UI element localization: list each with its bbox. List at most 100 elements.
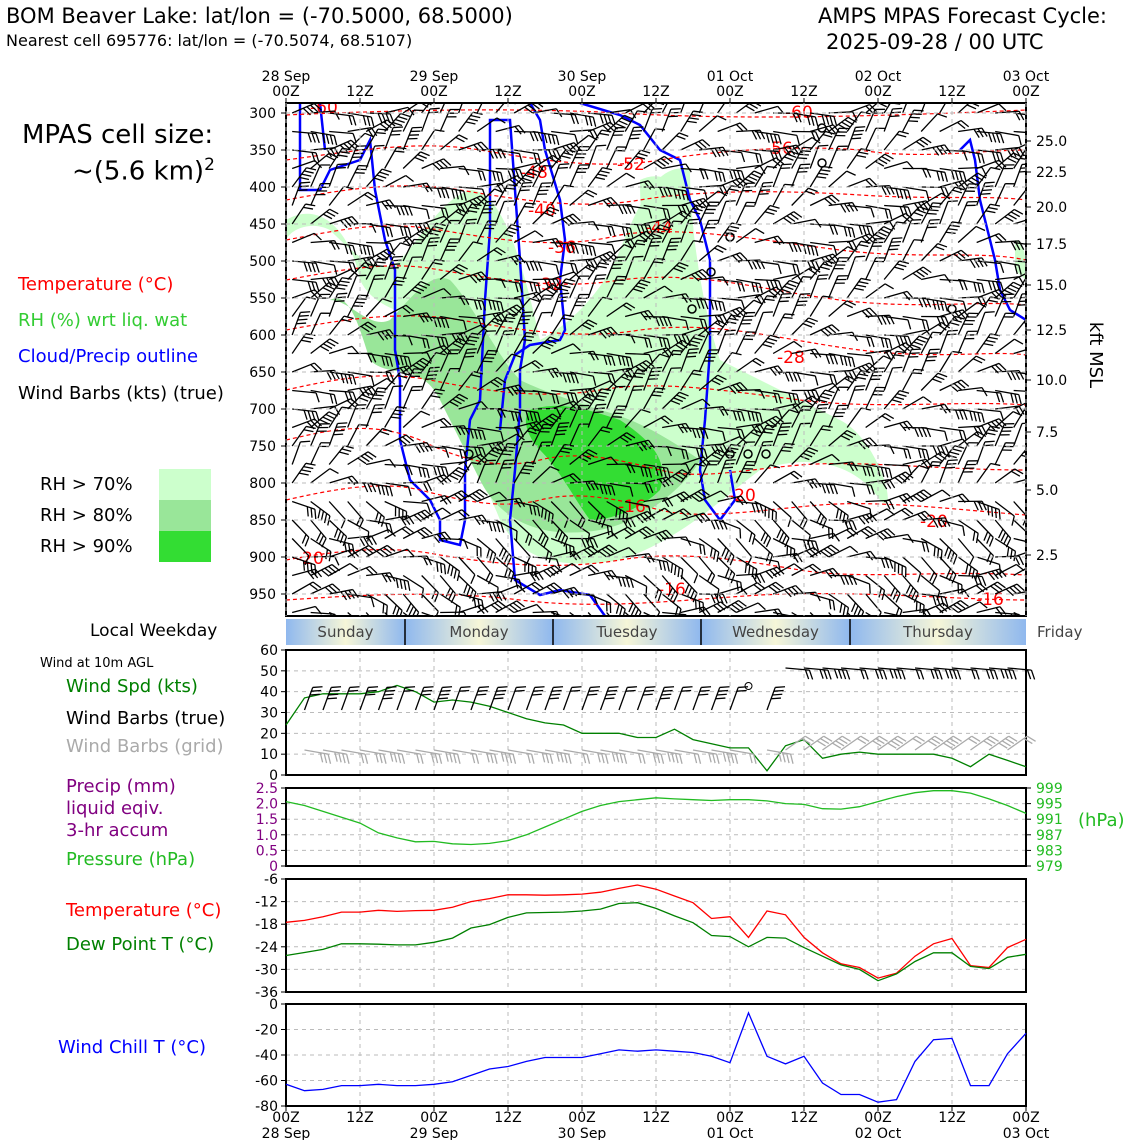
wind-barb bbox=[477, 426, 504, 442]
wind-barb bbox=[507, 686, 527, 711]
wind-barb bbox=[292, 260, 320, 273]
wind-barb bbox=[421, 507, 451, 521]
panel-frame bbox=[285, 878, 1027, 993]
wind-barb bbox=[921, 517, 951, 528]
bottom-hour-label: 12Z bbox=[346, 1110, 373, 1126]
wind-barb bbox=[624, 574, 648, 597]
wind-barb bbox=[513, 230, 544, 244]
wind-barb bbox=[884, 315, 912, 330]
title-station: BOM Beaver Lake: lat/lon = (-70.5000, 68… bbox=[6, 4, 513, 28]
legend-rh90-swatch bbox=[159, 531, 211, 562]
top-date-label: 03 Oct bbox=[1003, 69, 1050, 85]
wind-barb bbox=[587, 274, 607, 299]
wind-barb bbox=[458, 203, 482, 225]
wind-barb bbox=[859, 735, 888, 751]
wind-barb bbox=[883, 237, 903, 262]
wind-barb bbox=[532, 260, 560, 275]
wind-barb bbox=[291, 181, 311, 206]
wind-barb bbox=[939, 329, 958, 354]
wind-barb bbox=[384, 406, 407, 428]
wind-barb bbox=[569, 319, 598, 336]
wind-barb bbox=[951, 667, 980, 680]
wind-barb bbox=[421, 237, 440, 262]
y-tick-label: 50 bbox=[260, 664, 278, 680]
wind-barb bbox=[587, 544, 618, 558]
wind-barb bbox=[828, 116, 857, 133]
wind-barb bbox=[976, 260, 1005, 273]
wind-barb bbox=[680, 537, 706, 556]
wind-barb bbox=[366, 458, 396, 468]
wind-barb bbox=[328, 345, 360, 355]
wind-barb bbox=[551, 260, 579, 274]
wind-barb bbox=[883, 507, 914, 521]
wind-barb bbox=[810, 223, 839, 235]
wind-barb bbox=[976, 519, 994, 547]
wind-barb bbox=[994, 519, 1012, 548]
wind-barb bbox=[384, 126, 404, 151]
wind-barb bbox=[587, 326, 619, 339]
y-tick-label: 2.0 bbox=[256, 797, 278, 813]
wind-barb bbox=[439, 103, 451, 114]
wind-barb bbox=[403, 334, 430, 349]
y-tick-label: 1.0 bbox=[256, 828, 278, 844]
top-hour-label: 12Z bbox=[938, 84, 965, 100]
precip-label-1: Precip (mm) bbox=[66, 776, 176, 797]
wind-barb bbox=[439, 393, 469, 410]
wind-barb bbox=[550, 611, 575, 616]
right-y-tick-label: 7.5 bbox=[1036, 425, 1058, 441]
wind-barb bbox=[328, 611, 352, 616]
panel-frame bbox=[285, 787, 1027, 867]
wind-barb bbox=[957, 301, 987, 318]
temp-label: -20 bbox=[920, 512, 948, 532]
wind-barb bbox=[328, 422, 348, 447]
wind-barb bbox=[525, 686, 545, 711]
wind-barb bbox=[847, 352, 875, 366]
wind-barb bbox=[810, 532, 840, 542]
wind-barb bbox=[717, 538, 735, 566]
wind-barb bbox=[699, 146, 729, 158]
wind-barb bbox=[606, 385, 626, 410]
wind-barb bbox=[717, 459, 736, 484]
wind-barb bbox=[513, 332, 536, 354]
wind-barb bbox=[384, 304, 415, 318]
wind-barb bbox=[803, 667, 832, 680]
wind-barb bbox=[569, 220, 599, 231]
wind-barb bbox=[865, 334, 893, 349]
wind-barb bbox=[846, 593, 865, 616]
wind-barb bbox=[606, 373, 634, 391]
wind-barb bbox=[846, 126, 866, 151]
top-hour-label: 12Z bbox=[494, 84, 521, 100]
wind-barb bbox=[772, 340, 803, 355]
wind-barb bbox=[599, 686, 619, 711]
top-hour-label: 12Z bbox=[346, 84, 373, 100]
wind-barb bbox=[624, 126, 644, 151]
wind-barb bbox=[569, 275, 590, 299]
wind-barb bbox=[618, 749, 646, 764]
wind-barb bbox=[347, 145, 367, 169]
wind-barb bbox=[550, 473, 581, 484]
wind-barb bbox=[655, 749, 683, 764]
wind-barb bbox=[310, 468, 339, 484]
wind-barb bbox=[526, 749, 554, 764]
wind-barb bbox=[736, 573, 766, 584]
wind-barb bbox=[717, 586, 748, 595]
wind-barb bbox=[976, 462, 1001, 484]
wind-barb bbox=[458, 167, 486, 182]
wind-barb bbox=[711, 749, 739, 764]
wind-barb bbox=[513, 538, 531, 566]
weekday-segment bbox=[701, 619, 850, 645]
right-y-tick-label: 2.5 bbox=[1036, 548, 1058, 564]
wind-barb bbox=[957, 556, 979, 581]
wind-barb bbox=[754, 464, 781, 484]
wind-barb bbox=[939, 221, 962, 243]
wind-barb bbox=[865, 257, 886, 280]
wind-barb bbox=[347, 451, 377, 466]
wind-barb bbox=[865, 611, 887, 616]
wind-barb bbox=[828, 127, 849, 151]
wind-barb bbox=[421, 494, 452, 505]
wind-barb bbox=[551, 130, 579, 145]
wind-barb bbox=[902, 266, 932, 281]
wind-barb bbox=[902, 186, 930, 201]
